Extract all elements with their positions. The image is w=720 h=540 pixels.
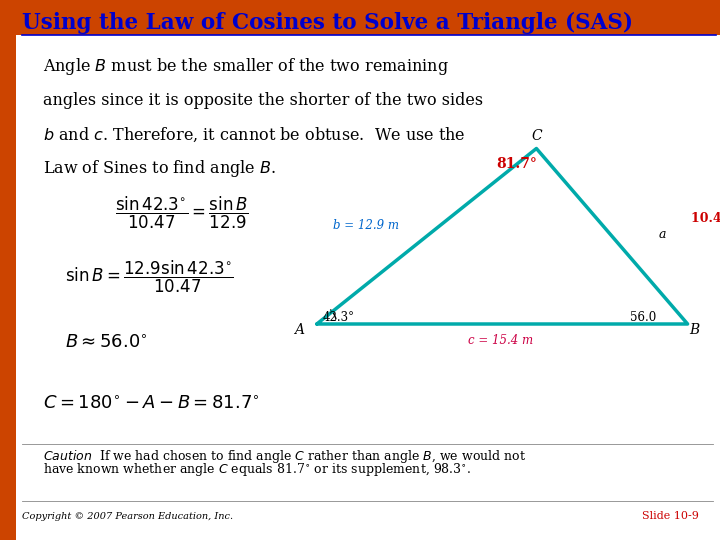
Bar [0,0,16,540]
Text: $\dfrac{\sin 42.3^{\circ}}{10.47} = \dfrac{\sin B}{12.9}$: $\dfrac{\sin 42.3^{\circ}}{10.47} = \dfr… [115,195,249,232]
Text: 81.7°: 81.7° [497,157,537,171]
Text: angles since it is opposite the shorter of the two sides: angles since it is opposite the shorter … [43,92,483,109]
Text: Law of Sines to find angle $B$.: Law of Sines to find angle $B$. [43,158,276,179]
Text: $b$ and $c$. Therefore, it cannot be obtuse.  We use the: $b$ and $c$. Therefore, it cannot be obt… [43,125,466,144]
Text: 42.3°: 42.3° [323,311,354,324]
Text: A: A [294,323,304,338]
Text: $\mathit{Caution}$  If we had chosen to find angle $C$ rather than angle $B$, we: $\mathit{Caution}$ If we had chosen to f… [43,448,526,465]
Text: C: C [531,129,541,143]
Text: b = 12.9 m: b = 12.9 m [333,219,399,232]
Text: Using the Law of Cosines to Solve a Triangle (SAS): Using the Law of Cosines to Solve a Tria… [22,12,633,34]
Text: 10.47 m: 10.47 m [691,212,720,225]
Text: B: B [690,323,700,338]
Text: $C = 180^{\circ} - A - B = 81.7^{\circ}$: $C = 180^{\circ} - A - B = 81.7^{\circ}$ [43,395,260,413]
Text: a: a [659,228,666,241]
Text: 56.0: 56.0 [630,311,656,324]
Text: have known whether angle $C$ equals 81.7$^{\circ}$ or its supplement, 98.3$^{\ci: have known whether angle $C$ equals 81.7… [43,461,472,478]
Text: Copyright © 2007 Pearson Education, Inc.: Copyright © 2007 Pearson Education, Inc. [22,512,233,521]
Text: Slide 10-9: Slide 10-9 [642,511,698,521]
Text: $B \approx 56.0^{\circ}$: $B \approx 56.0^{\circ}$ [65,334,148,352]
Text: c = 15.4 m: c = 15.4 m [468,334,533,347]
Bar [0,0,720,35]
Text: $\sin B = \dfrac{12.9\sin 42.3^{\circ}}{10.47}$: $\sin B = \dfrac{12.9\sin 42.3^{\circ}}{… [65,259,233,295]
Text: Angle $B$ must be the smaller of the two remaining: Angle $B$ must be the smaller of the two… [43,56,449,77]
